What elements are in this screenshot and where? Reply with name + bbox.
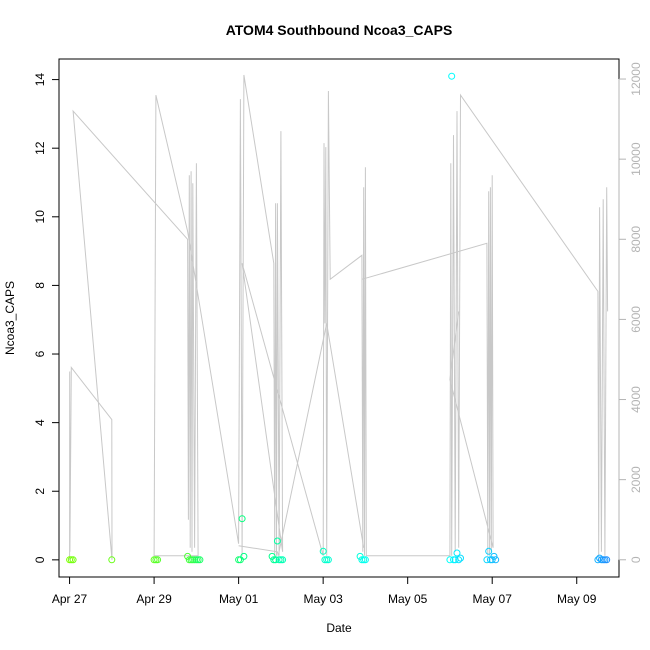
data-point	[154, 556, 162, 564]
y2-tick-label: 8000	[629, 226, 643, 253]
y-tick-label: 2	[33, 488, 47, 495]
y-tick-label: 12	[33, 141, 47, 155]
data-point	[240, 552, 248, 560]
series-line-0	[69, 74, 609, 560]
data-point	[485, 547, 493, 555]
data-point	[457, 554, 464, 562]
y-tick-label: 4	[33, 419, 47, 426]
x-tick-label: May 09	[557, 592, 597, 606]
data-point	[319, 547, 327, 555]
data-point	[108, 556, 116, 564]
y-tick-label: 6	[33, 350, 47, 357]
data-point	[324, 556, 332, 564]
series-line-2	[238, 323, 365, 556]
data-point	[492, 556, 500, 564]
data-point	[448, 72, 456, 80]
chart-title: ATOM4 Southbound Ncoa3_CAPS	[226, 22, 453, 38]
x-tick-label: May 01	[219, 592, 259, 606]
x-axis: Apr 27 Apr 29 May 01 May 03 May 05 May 07 May …	[52, 576, 597, 606]
y-axis: 0 2 4 6 8 10 12 14	[33, 73, 60, 563]
y-tick-label: 14	[33, 73, 47, 87]
data-point	[69, 556, 77, 564]
data-point	[238, 515, 246, 523]
y-tick-label: 8	[33, 282, 47, 289]
y2-tick-label: 2000	[629, 466, 643, 493]
data-point	[272, 556, 280, 564]
x-tick-label: Apr 27	[52, 592, 88, 606]
x-tick-label: May 07	[473, 592, 513, 606]
y2-tick-label: 10000	[629, 142, 643, 176]
x-tick-label: May 05	[388, 592, 428, 606]
data-point	[453, 549, 461, 557]
plot-area	[66, 72, 611, 564]
series-line-1	[361, 175, 494, 556]
data-point	[490, 552, 498, 560]
data-point	[603, 556, 611, 564]
y-axis-label: Ncoa3_CAPS	[3, 281, 17, 355]
data-point	[361, 556, 369, 564]
data-point	[279, 556, 287, 564]
data-point	[483, 556, 491, 564]
x-tick-label: May 03	[303, 592, 343, 606]
data-point	[196, 556, 204, 564]
y-tick-label: 0	[33, 556, 47, 563]
data-point	[273, 537, 281, 545]
y2-axis: 0 2000 4000 6000 8000 10000 12000	[618, 62, 643, 563]
data-point	[488, 556, 496, 564]
x-axis-label: Date	[326, 621, 352, 635]
y2-tick-label: 6000	[629, 306, 643, 333]
y2-tick-label: 12000	[629, 62, 643, 96]
y-tick-label: 10	[33, 210, 47, 224]
data-point	[446, 556, 454, 564]
x-tick-label: Apr 29	[136, 592, 172, 606]
data-point	[594, 556, 602, 564]
y2-tick-label: 0	[629, 556, 643, 563]
y2-tick-label: 4000	[629, 386, 643, 413]
data-point	[455, 556, 463, 564]
